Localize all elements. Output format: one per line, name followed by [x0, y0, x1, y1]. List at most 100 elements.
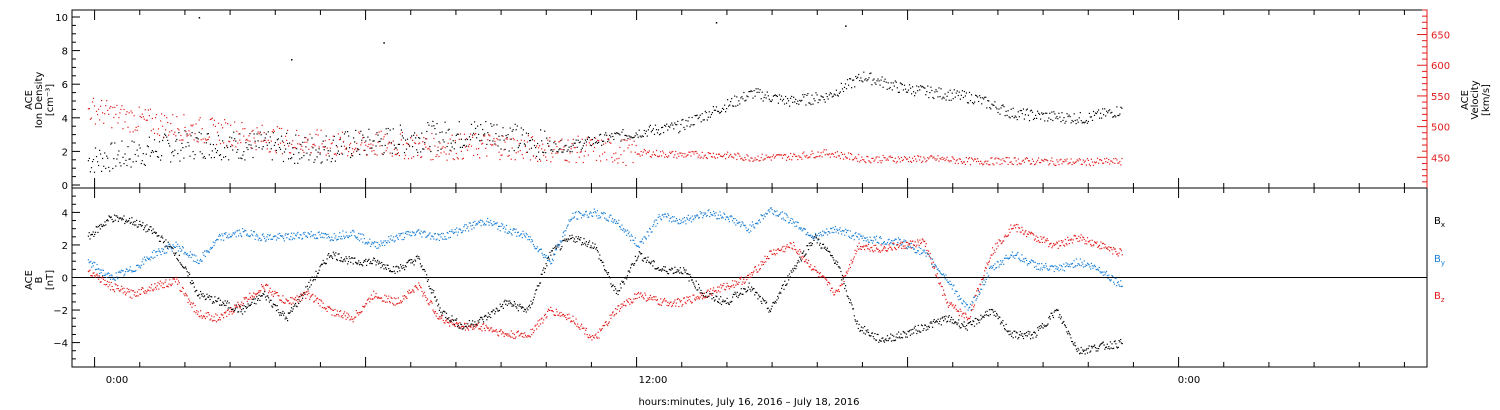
data-point [846, 157, 849, 159]
data-point [370, 262, 372, 265]
data-point [258, 237, 260, 239]
data-point [158, 250, 161, 252]
data-point [1064, 270, 1066, 272]
data-point [370, 245, 372, 247]
data-point [1071, 341, 1074, 343]
data-point [458, 138, 460, 140]
data-point [382, 264, 384, 266]
data-point [926, 252, 928, 254]
data-point [268, 290, 270, 292]
data-point [786, 159, 788, 161]
data-point [270, 140, 272, 142]
data-point [676, 219, 678, 222]
data-point [457, 158, 459, 160]
data-point [669, 151, 671, 153]
data-point [253, 292, 255, 294]
data-point [236, 306, 238, 308]
data-point [526, 141, 528, 143]
data-point [887, 82, 889, 84]
data-point [210, 296, 212, 298]
data-point [932, 326, 934, 328]
data-point [996, 267, 998, 269]
data-point [192, 151, 194, 153]
data-point [830, 254, 832, 256]
data-point [636, 153, 638, 155]
data-point [268, 238, 270, 240]
data-point [185, 131, 187, 133]
data-point [1110, 347, 1112, 349]
data-point [851, 153, 853, 156]
data-point [907, 330, 909, 332]
data-point [763, 158, 765, 160]
data-point [965, 328, 967, 330]
data-point [577, 238, 579, 240]
data-point [100, 223, 102, 225]
data-point [199, 297, 201, 299]
data-point [117, 271, 119, 273]
data-point [837, 229, 839, 232]
data-point [876, 241, 878, 244]
data-point [828, 250, 830, 252]
data-point [400, 266, 402, 268]
data-point [961, 162, 963, 164]
data-point [957, 94, 959, 97]
data-point [188, 272, 190, 274]
data-point [735, 154, 737, 156]
data-point [539, 145, 541, 147]
data-point [1088, 112, 1090, 114]
data-point [100, 153, 102, 155]
data-point [581, 214, 583, 216]
data-point [608, 276, 610, 278]
data-point [611, 156, 613, 158]
data-point [335, 145, 337, 147]
data-point [792, 218, 794, 220]
data-point [798, 261, 800, 263]
data-point [1035, 114, 1037, 116]
data-point [489, 313, 491, 316]
data-point [257, 299, 259, 301]
data-point [487, 217, 489, 220]
data-point [557, 151, 559, 153]
data-point [1032, 160, 1035, 162]
data-point [281, 235, 283, 237]
data-point [1044, 325, 1046, 328]
data-point [1096, 269, 1098, 271]
data-point [283, 301, 285, 304]
data-point [393, 144, 395, 146]
data-point [176, 278, 178, 280]
data-point [926, 160, 928, 162]
data-point [206, 293, 208, 295]
data-point [346, 312, 348, 314]
data-point [883, 157, 885, 159]
data-point [266, 284, 268, 287]
data-point [801, 158, 803, 160]
data-point [698, 287, 700, 289]
data-point [303, 292, 305, 294]
data-point [379, 245, 381, 247]
data-point [957, 322, 959, 324]
data-point [879, 237, 881, 239]
data-point [924, 249, 926, 251]
data-point [211, 248, 213, 250]
data-point [1035, 163, 1037, 165]
data-point [1025, 257, 1027, 259]
data-point [645, 257, 647, 259]
data-point [177, 128, 179, 130]
data-point [112, 106, 114, 109]
data-point [170, 122, 172, 125]
data-point [792, 268, 794, 270]
data-point [229, 141, 231, 143]
data-point [579, 141, 581, 143]
data-point [803, 250, 805, 252]
data-point [689, 151, 691, 153]
data-point [1085, 264, 1087, 266]
data-point [181, 264, 183, 266]
data-point [532, 243, 534, 246]
data-point [506, 304, 508, 306]
data-point [1047, 160, 1049, 162]
data-point [964, 326, 966, 328]
data-point [107, 286, 109, 288]
data-point [980, 288, 982, 290]
data-point [279, 299, 282, 301]
data-point [305, 286, 307, 288]
